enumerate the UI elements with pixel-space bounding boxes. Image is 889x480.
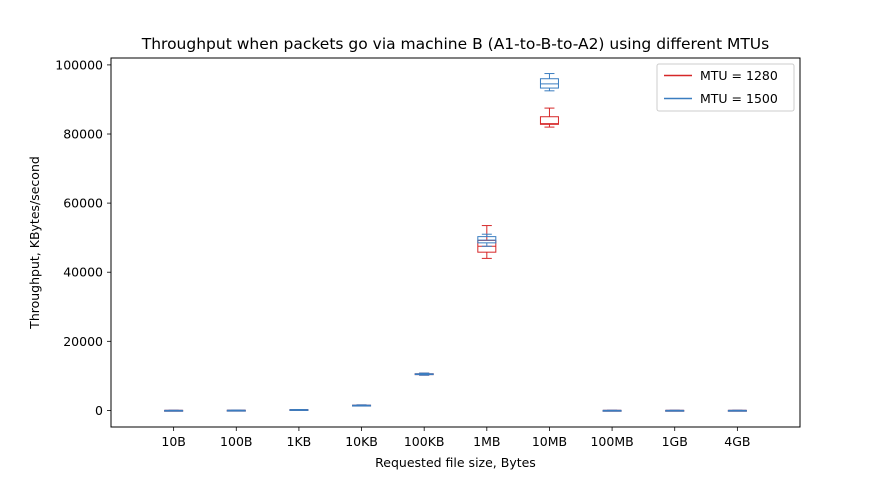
legend-label-mtu-1280: MTU = 1280	[700, 68, 778, 83]
box-mtu-1500-1kb	[289, 409, 309, 411]
plot-area	[111, 58, 800, 427]
x-tick-label-10mb: 10MB	[532, 434, 567, 449]
x-tick-label-4gb: 4GB	[724, 434, 750, 449]
y-tick-label-60000: 60000	[63, 196, 103, 211]
x-tick-label-1gb: 1GB	[662, 434, 688, 449]
y-tick-label-20000: 20000	[63, 334, 103, 349]
y-tick-label-100000: 100000	[55, 57, 103, 72]
box-mtu-1280-10mb	[539, 107, 559, 128]
chart-title: Throughput when packets go via machine B…	[141, 35, 769, 53]
legend-label-mtu-1500: MTU = 1500	[700, 91, 778, 106]
box-mtu-1500-1mb	[477, 233, 497, 247]
y-axis-title: Throughput, KBytes/second	[27, 156, 42, 330]
y-axis: 0 20000 40000 60000 80000 100000	[55, 57, 111, 418]
x-axis: 10B 100B 1KB 10KB 100KB 1MB 10MB 100MB 1GB 4GB	[161, 427, 750, 449]
y-tick-label-0: 0	[95, 403, 103, 418]
box-mtu-1500-100kb	[414, 372, 434, 376]
box-iqr	[539, 78, 559, 89]
box-mtu-1500-10mb	[539, 73, 559, 92]
plot-frame	[110, 57, 801, 428]
x-tick-label-100mb: 100MB	[590, 434, 633, 449]
box-mtu-1500-10kb	[352, 404, 372, 407]
x-tick-label-100kb: 100KB	[404, 434, 445, 449]
box-mtu-1500-4gb	[727, 409, 747, 412]
box-iqr	[539, 116, 559, 125]
y-tick-label-80000: 80000	[63, 127, 103, 142]
boxes-layer	[164, 73, 747, 412]
x-tick-label-10kb: 10KB	[345, 434, 378, 449]
y-tick-label-40000: 40000	[63, 265, 103, 280]
x-axis-title: Requested file size, Bytes	[375, 455, 536, 470]
box-mtu-1500-100mb	[602, 409, 622, 412]
box-mtu-1500-1gb	[665, 409, 685, 412]
x-tick-label-100b: 100B	[220, 434, 252, 449]
box-mtu-1500-10b	[164, 409, 184, 412]
legend: MTU = 1280 MTU = 1500	[656, 63, 795, 112]
x-tick-label-1kb: 1KB	[287, 434, 312, 449]
x-tick-label-1mb: 1MB	[473, 434, 500, 449]
box-mtu-1500-100b	[226, 409, 246, 412]
x-tick-label-10b: 10B	[161, 434, 185, 449]
